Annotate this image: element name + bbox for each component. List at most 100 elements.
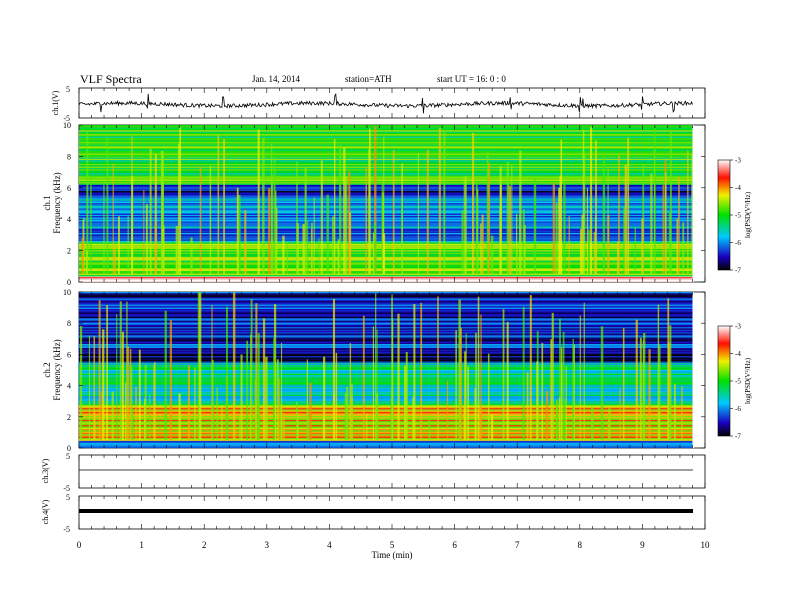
spectrogram-band-line [79, 302, 693, 304]
spectrogram-band-line [79, 204, 693, 206]
spectrogram-band-line [79, 143, 693, 145]
spectrogram-spheric-line [240, 354, 243, 440]
spectrogram-band-line [79, 380, 693, 382]
spectrogram-band-line [79, 160, 693, 162]
spectrogram-band-line [79, 344, 693, 346]
spectrogram-spheric-line [668, 212, 671, 274]
ch1-spectrogram-image [79, 125, 694, 282]
spectrogram-band-line [79, 375, 693, 377]
spectrogram-spheric-line [368, 149, 370, 274]
spectrogram-spheric-line [595, 140, 597, 274]
x-tick-label: 2 [202, 540, 207, 550]
spectrogram-spheric-line [332, 216, 335, 274]
spectrogram-band-line [79, 318, 693, 320]
y-tick-label: 2 [67, 247, 71, 256]
spectrogram-band-line [79, 432, 693, 435]
spectrogram-spheric-line [275, 207, 278, 274]
spectrogram-band-line [79, 188, 693, 190]
spectrogram-spheric-line [90, 175, 92, 274]
spectrogram-band-line [79, 346, 693, 348]
spectrogram-spheric-line [348, 212, 352, 274]
spectrogram-spheric-line [114, 247, 116, 274]
spectrogram-spheric-line [282, 235, 285, 274]
spectrogram-spheric-line [111, 391, 114, 440]
spectrogram-spheric-line [568, 215, 570, 274]
spectrogram-spheric-line [344, 176, 348, 274]
spectrogram-spheric-line [623, 207, 626, 274]
spectrogram-band-line [79, 441, 693, 443]
spectrogram-band-line [79, 342, 693, 345]
spectrogram-spheric-line [332, 298, 336, 440]
spectrogram-spheric-line [438, 127, 441, 274]
spectrogram-spheric-line [119, 301, 122, 440]
spectrogram-band-line [79, 312, 693, 315]
spectrogram-band-line [79, 245, 693, 247]
spectrogram-band-line [79, 165, 693, 167]
spectrogram-spheric-line [664, 171, 667, 274]
spectrogram-spheric-line [673, 383, 676, 440]
spectrogram-spheric-line [335, 352, 338, 440]
spectrogram-band-line [79, 389, 693, 391]
spectrogram-band-line [79, 218, 693, 221]
spectrogram-spheric-line [560, 139, 563, 274]
spectrogram-spheric-line [437, 296, 439, 440]
y-tick-label: 8 [67, 319, 71, 328]
spectrogram-band-line [79, 197, 693, 200]
spectrogram-spheric-line [471, 132, 475, 274]
spectrogram-band-line [79, 305, 693, 307]
ch2-spectrogram-yticks: 0 2 4 6 8 10 [63, 288, 705, 453]
spectrogram-spheric-line [101, 390, 103, 440]
spectrogram-spheric-line [344, 392, 348, 440]
spectrogram-spheric-line [177, 143, 180, 274]
spectrogram-band-line [79, 178, 693, 180]
spectrogram-spheric-line [297, 413, 299, 440]
spectrogram-band-line [79, 406, 693, 409]
spectrogram-band-line [79, 315, 693, 317]
spectrogram-band-line [79, 125, 693, 127]
ch1-colorbar: -3 -4 -5 -6 -7 log(PSD(V²/Hz) [717, 157, 752, 275]
spectrogram-spheric-line [658, 412, 661, 440]
spectrogram-band-line [79, 408, 693, 410]
spectrogram-band-line [79, 236, 693, 239]
spectrogram-band-line [79, 316, 693, 319]
y-tick-label: 10 [63, 288, 71, 297]
spectrogram-spheric-line [338, 145, 342, 274]
figure-title: VLF Spectra [80, 72, 142, 86]
spectrogram-spheric-line [627, 137, 630, 274]
spectrogram-spheric-line [624, 164, 627, 274]
spectrogram-band-line [79, 308, 693, 311]
spectrogram-spheric-line [197, 292, 200, 440]
spectrogram-spheric-line [270, 144, 273, 274]
spectrogram-spheric-line [373, 222, 377, 274]
ch1-spectrogram-yticks: 0 2 4 6 8 10 [63, 121, 705, 287]
y-tick-label: 2 [67, 413, 71, 422]
spectrogram-band-line [79, 409, 693, 411]
spectrogram-band-line [79, 388, 693, 390]
spectrogram-spheric-line [635, 319, 638, 440]
spectrogram-band-line [79, 405, 693, 408]
spectrogram-band-line [79, 201, 693, 204]
spectrogram-band-line [79, 216, 693, 218]
spectrogram-spheric-line [232, 292, 236, 440]
spectrogram-spheric-line [443, 132, 446, 274]
spectrogram-spheric-line [413, 304, 416, 440]
spectrogram-spheric-line [584, 154, 586, 274]
spectrogram-spheric-line [516, 247, 518, 274]
spectrogram-band-line [79, 394, 693, 397]
spectrogram-band-line [79, 384, 693, 386]
spectrogram-band-line [79, 233, 693, 235]
ch1-waveform-ticks [78, 88, 706, 118]
spectrogram-spheric-line [116, 313, 118, 440]
spectrogram-band-line [79, 370, 693, 372]
spectrogram-band-line [79, 295, 693, 298]
spectrogram-band-line [79, 422, 693, 424]
spectrogram-band-line [79, 269, 693, 272]
spectrogram-band-line [79, 273, 693, 276]
spectrogram-band-line [79, 209, 693, 212]
ch2-colorbar-label: log(PSD(V²/Hz) [744, 357, 752, 404]
spectrogram-band-line [79, 439, 693, 441]
spectrogram-band-line [79, 357, 693, 359]
spectrogram-spheric-line [199, 292, 202, 440]
spectrogram-band-line [79, 174, 693, 176]
spectrogram-band-line [79, 231, 693, 234]
